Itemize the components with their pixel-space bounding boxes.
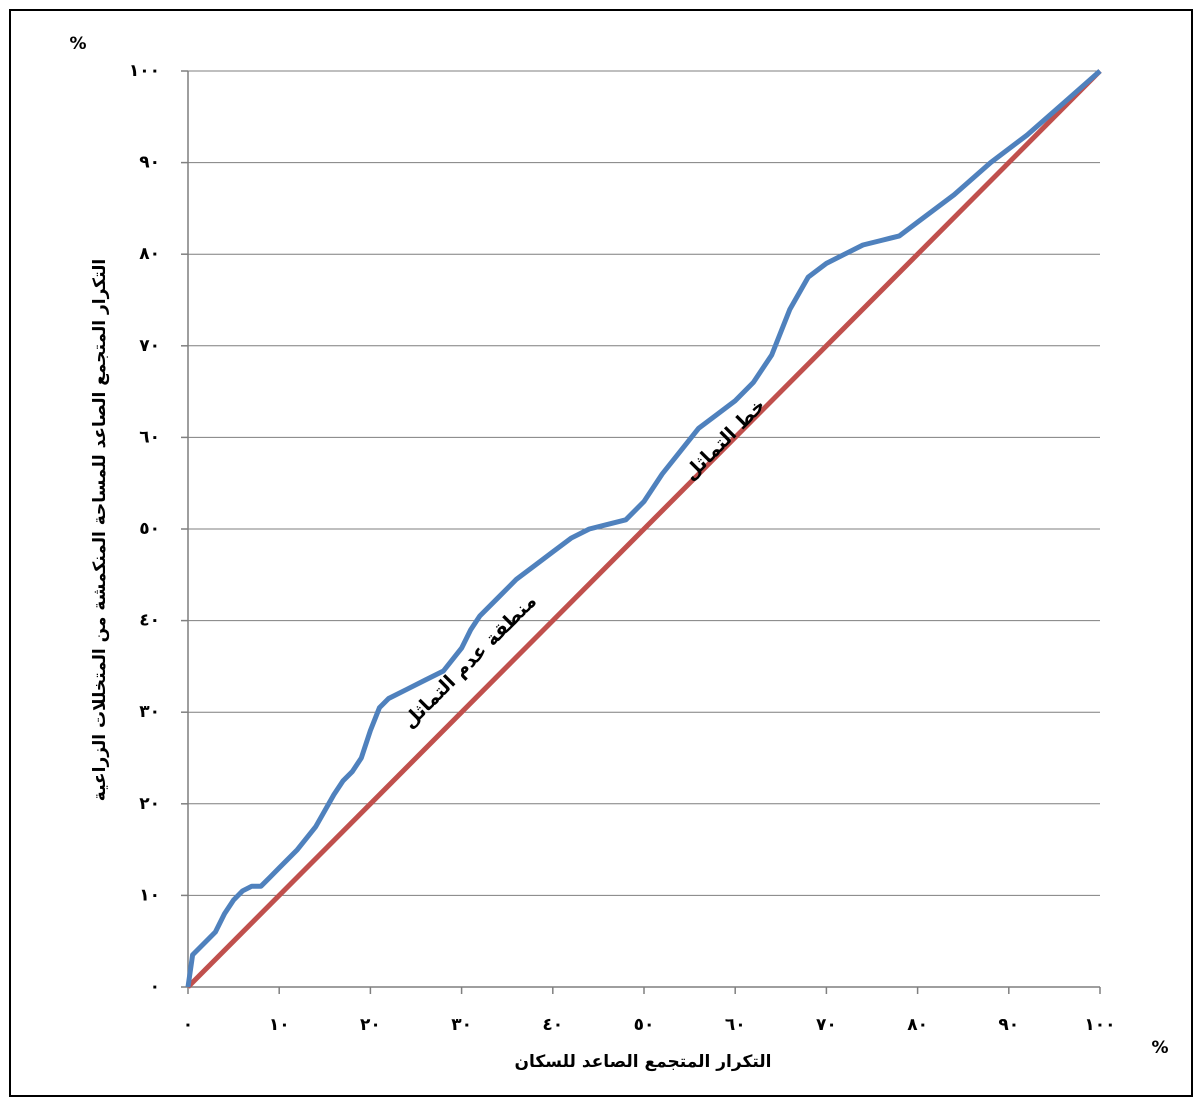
x-tick-label: ٩٠	[998, 1015, 1019, 1035]
y-tick-label: ١٠٠	[129, 61, 160, 81]
series-line	[185, 69, 1102, 988]
y-tick-label: ٩٠	[139, 153, 160, 173]
x-tick-label: ٤٠	[542, 1015, 563, 1035]
x-unit: %	[1151, 1038, 1168, 1058]
y-tick-label: ٣٠	[139, 702, 160, 722]
y-unit: %	[69, 34, 86, 54]
y-tick-label: ١٠	[139, 885, 160, 905]
x-axis-title: التكرار المتجمع الصاعد للسكان	[515, 1052, 772, 1072]
x-tick-label: ٢٠	[360, 1015, 381, 1035]
y-tick-label: ٠	[150, 977, 160, 997]
y-tick-label: ٤٠	[139, 611, 160, 631]
frame	[9, 9, 1193, 1097]
x-tick-label: ٦٠	[725, 1015, 746, 1035]
annotation: منطقة عدم التماثل	[398, 590, 541, 733]
series-line	[186, 69, 1102, 989]
y-tick-label: ٧٠	[139, 336, 160, 356]
x-tick-label: ١٠٠	[1084, 1015, 1115, 1035]
y-axis-title: التكرار المتجمع الصاعد للمساحة المنكمشة …	[90, 259, 110, 801]
x-tick-label: ١٠	[269, 1015, 290, 1035]
x-tick-label: ٣٠	[451, 1015, 472, 1035]
y-tick-label: ٢٠	[139, 794, 160, 814]
y-tick-label: ٦٠	[139, 427, 160, 447]
x-tick-label: ٧٠	[816, 1015, 837, 1035]
y-tick-label: ٥٠	[139, 519, 160, 539]
x-tick-label: ٠	[183, 1015, 193, 1035]
y-tick-label: ٨٠	[139, 244, 160, 264]
x-tick-label: ٥٠	[634, 1015, 655, 1035]
x-tick-label: ٨٠	[907, 1015, 928, 1035]
